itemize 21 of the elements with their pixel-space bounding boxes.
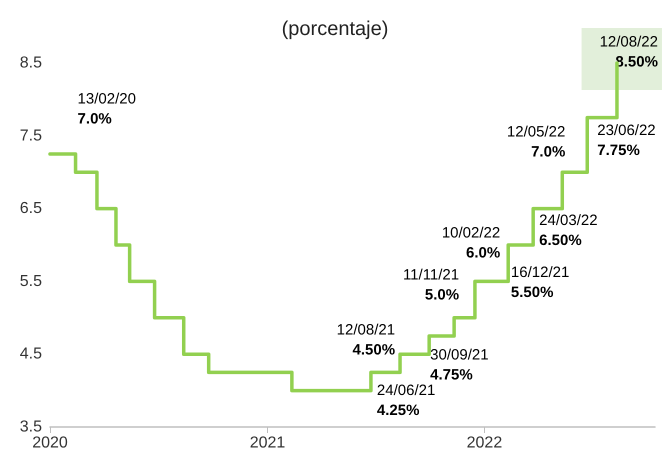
annotation: 13/02/20 7.0%: [78, 90, 136, 128]
annotation: 10/02/22 6.0%: [442, 224, 500, 262]
annotation: 24/03/22 6.50%: [539, 212, 598, 250]
y-tick-label: 3.5: [20, 418, 42, 436]
annotation: 12/05/22 7.0%: [506, 124, 566, 161]
x-tick-label: 2020: [32, 434, 68, 452]
annotation: 24/06/21 4.25%: [376, 382, 436, 419]
x-tick-label: 2021: [250, 434, 286, 452]
annotation: 30/09/21 4.75%: [430, 346, 489, 384]
y-tick-label: 5.5: [20, 272, 42, 290]
annotation: 11/11/21 5.0%: [402, 266, 460, 304]
annotation: 12/08/21 4.50%: [336, 322, 396, 359]
y-tick-label: 4.5: [20, 346, 42, 363]
y-tick-label: 6.5: [20, 200, 42, 218]
y-tick-label: 7.5: [20, 127, 42, 144]
y-tick-label: 8.5: [20, 54, 42, 72]
chart-title: (porcentaje): [282, 18, 388, 40]
annotation: 16/12/21 5.50%: [510, 264, 570, 301]
annotation: 12/08/22 8.50%: [600, 34, 658, 70]
x-tick-label: 2022: [466, 434, 502, 452]
annotation: 23/06/22 7.75%: [597, 122, 656, 160]
